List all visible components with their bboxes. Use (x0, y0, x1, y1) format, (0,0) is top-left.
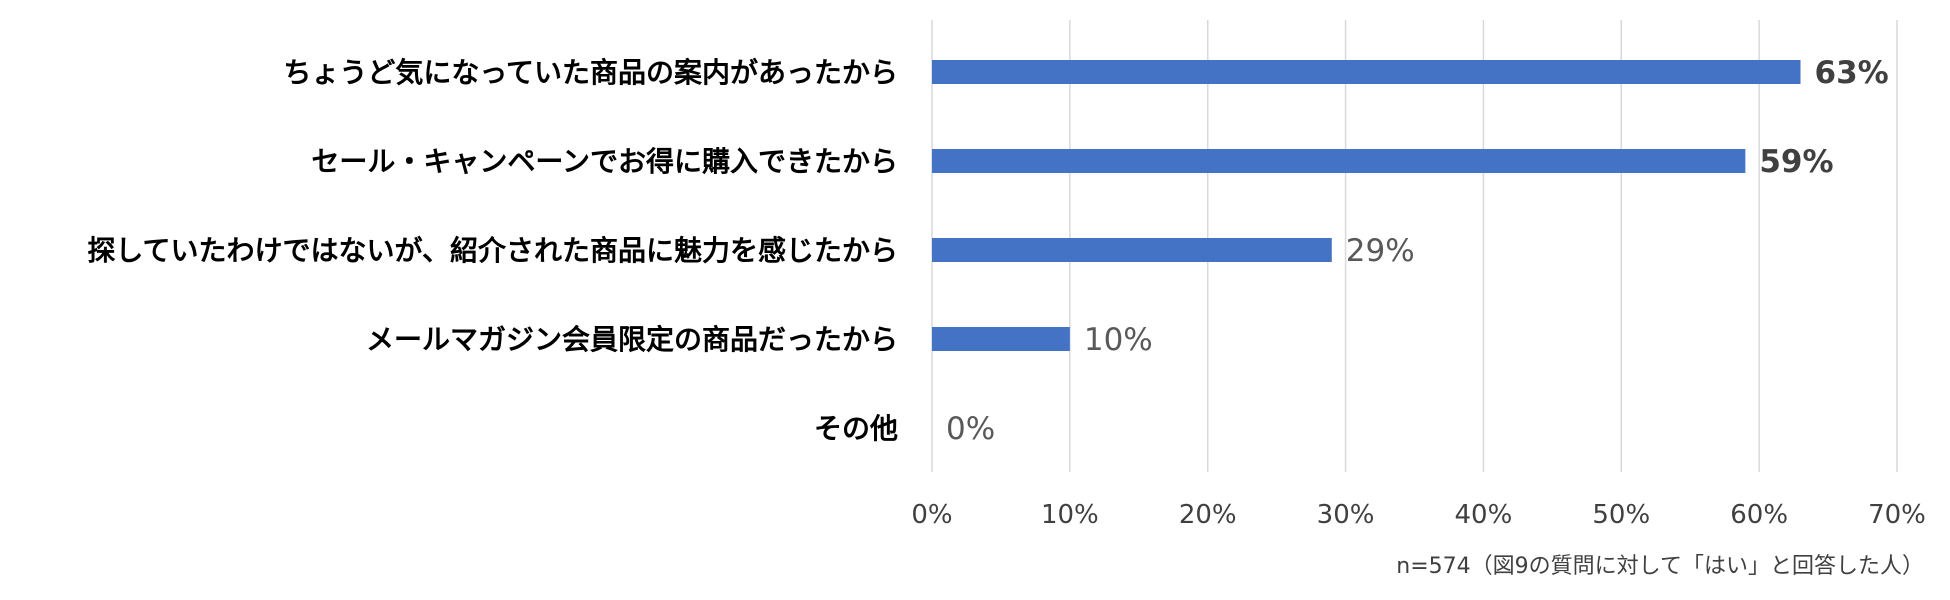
x-tick-label: 20% (1179, 500, 1237, 530)
x-tick-label: 50% (1592, 500, 1650, 530)
category-labels: ちょうど気になっていた商品の案内があったからセール・キャンペーンでお得に購入でき… (87, 56, 898, 445)
bars (932, 60, 1801, 351)
bar (932, 238, 1332, 262)
category-label: メールマガジン会員限定の商品だったから (366, 323, 898, 356)
x-axis-ticks: 0% 10% 20% 30% 40% 50% 60% 70% (911, 500, 1926, 530)
bar (932, 60, 1801, 84)
category-label: その他 (814, 412, 898, 445)
bar (932, 149, 1746, 173)
x-tick-label: 70% (1868, 500, 1926, 530)
category-label: 探していたわけではないが、紹介された商品に魅力を感じたから (87, 234, 898, 267)
bar (932, 327, 1070, 351)
sample-size-note: n=574（図9の質問に対して「はい」と回答した人） (1396, 554, 1924, 579)
data-label: 63% (1815, 55, 1889, 91)
category-label: セール・キャンペーンでお得に購入できたから (311, 145, 898, 178)
x-tick-label: 40% (1455, 500, 1513, 530)
x-tick-label: 30% (1317, 500, 1375, 530)
x-tick-label: 10% (1041, 500, 1099, 530)
category-label: ちょうど気になっていた商品の案内があったから (283, 56, 898, 89)
data-labels: 63% 59% 29% 10% 0% (946, 55, 1889, 447)
x-tick-label: 0% (911, 500, 952, 530)
data-label: 10% (1084, 322, 1153, 358)
data-label: 29% (1346, 233, 1415, 269)
data-label: 0% (946, 411, 995, 447)
data-label: 59% (1759, 144, 1833, 180)
x-tick-label: 60% (1730, 500, 1788, 530)
